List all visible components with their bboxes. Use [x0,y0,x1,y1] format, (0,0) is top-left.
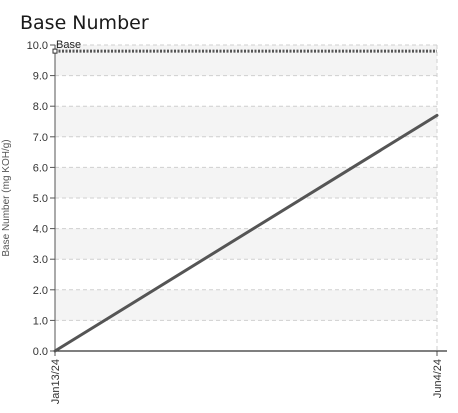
x-tick-label: Jun4/24 [432,359,444,398]
y-tick-label: 1.0 [33,315,48,327]
y-band [55,167,437,198]
series-line [53,113,439,353]
y-tick-label: 6.0 [33,162,48,174]
axes [54,45,447,352]
y-bands [55,45,437,351]
y-tick-label: 5.0 [33,193,48,205]
y-axis-ticks: 0.0 1.0 2.0 3.0 4.0 5.0 6.0 7.0 8.0 9.0 10.0 [27,40,55,358]
y-tick-label: 7.0 [33,132,48,144]
chart-title: Base Number [20,12,149,34]
x-axis-ticks: Jan13/24 Jun4/24 [50,351,444,404]
y-tick-label: 4.0 [33,224,48,236]
y-band [55,136,437,168]
reference-line-marker [52,48,58,54]
y-tick-label: 2.0 [33,285,48,297]
y-tick-label: 0.0 [33,346,48,358]
y-band [55,289,437,321]
y-axis-label: Base Number (mg KOH/g) [1,139,12,256]
x-tick-label: Jan13/24 [50,359,62,404]
y-tick-label: 3.0 [33,254,48,266]
y-band [55,259,437,290]
y-band [55,198,437,229]
reference-line-group: Base [52,39,437,54]
y-tick-label: 10.0 [27,40,48,52]
series-group [53,113,439,353]
y-tick-label: 8.0 [33,101,48,113]
y-band [55,75,437,107]
y-band [55,320,437,351]
y-tick-label: 9.0 [33,71,48,83]
reference-line-label: Base [56,39,81,51]
y-band [55,45,437,76]
y-band [55,106,437,137]
